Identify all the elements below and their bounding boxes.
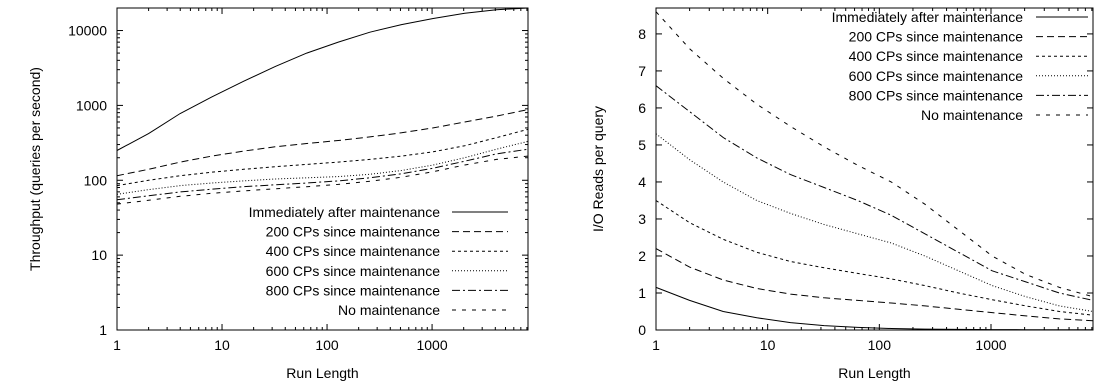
y-axis-label: I/O Reads per query: [590, 106, 606, 232]
series-line-3: [116, 128, 529, 187]
y-tick-label: 10000: [68, 23, 107, 39]
y-tick-label: 1000: [76, 97, 107, 113]
x-tick-label: 1: [652, 337, 660, 353]
y-tick-label: 100: [84, 172, 108, 188]
x-axis-label: Run Length: [838, 365, 910, 381]
series-line-1: [116, 7, 529, 151]
y-tick-label: 8: [638, 26, 646, 42]
y-tick-label: 7: [638, 63, 646, 79]
x-axis-label: Run Length: [286, 365, 358, 381]
series-line-4: [655, 133, 1094, 312]
series-line-1: [655, 286, 1093, 331]
x-tick-label: 100: [315, 337, 339, 353]
series-line-5: [655, 85, 1094, 301]
y-tick-label: 10: [91, 247, 107, 263]
series-line-6: [655, 11, 1094, 298]
legend-label: No maintenance: [338, 302, 440, 318]
y-tick-label: 1: [638, 285, 646, 301]
y-tick-label: 5: [638, 137, 646, 153]
series-line-2: [116, 109, 529, 177]
legend-label: 400 CPs since maintenance: [849, 48, 1024, 64]
x-tick-label: 10: [760, 337, 776, 353]
legend-label: 800 CPs since maintenance: [266, 282, 441, 298]
legend-label: 800 CPs since maintenance: [849, 87, 1024, 103]
y-axis-label: Throughput (queries per second): [27, 67, 43, 271]
y-tick-label: 1: [99, 322, 107, 338]
legend-label: Immediately after maintenance: [832, 9, 1024, 25]
y-tick-label: 6: [638, 100, 646, 116]
legend-label: Immediately after maintenance: [249, 204, 441, 220]
series-line-5: [116, 148, 529, 201]
y-tick-label: 4: [638, 174, 646, 190]
x-tick-label: 1000: [975, 337, 1006, 353]
x-tick-label: 1000: [416, 337, 447, 353]
series-line-4: [116, 140, 529, 195]
throughput-chart: 1 10 100 1000 1 10 100 1000 10000 Run Length Throu…: [27, 7, 529, 381]
y-tick-label: 0: [638, 322, 646, 338]
y-tick-label: 2: [638, 248, 646, 264]
series-line-2: [655, 248, 1094, 322]
x-tick-label: 100: [868, 337, 892, 353]
legend-label: 400 CPs since maintenance: [266, 243, 441, 259]
legend-label: No maintenance: [921, 107, 1023, 123]
legend-label: 200 CPs since maintenance: [849, 29, 1024, 45]
x-tick-label: 10: [214, 337, 230, 353]
legend-label: 200 CPs since maintenance: [266, 224, 441, 240]
legend-label: 600 CPs since maintenance: [266, 263, 441, 279]
x-tick-label: 1: [113, 337, 121, 353]
legend-label: 600 CPs since maintenance: [849, 68, 1024, 84]
y-tick-label: 3: [638, 211, 646, 227]
series-line-3: [655, 200, 1094, 316]
